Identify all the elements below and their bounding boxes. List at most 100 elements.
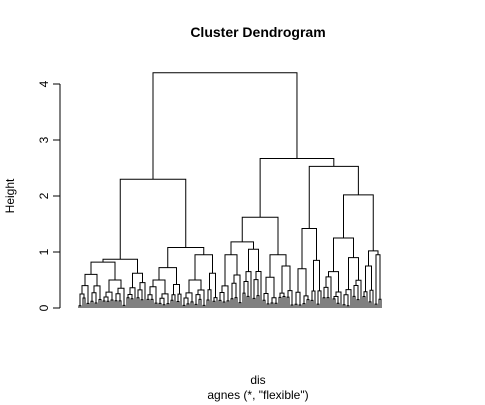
merge-link-147 [343,194,374,251]
group-link-134 [353,285,359,300]
group-link-28 [140,299,144,308]
group-link-133 [356,299,360,308]
group-link-122 [325,276,332,308]
group-link-17 [118,300,122,308]
group-link-97 [278,296,282,308]
group-link-119 [322,297,326,308]
merge-link-118 [301,227,317,269]
group-link-57 [202,304,206,308]
cluster-link-31 [132,272,143,288]
merge-link-49 [158,267,177,285]
cluster-link-88 [248,248,259,272]
merge-link-67 [167,247,205,268]
group-link-110 [306,299,310,308]
group-link-6 [94,302,98,308]
group-link-73 [221,285,229,301]
group-link-77 [231,282,237,299]
group-link-58 [195,294,201,305]
group-link-54 [185,292,193,302]
group-link-123 [332,298,336,308]
group-link-27 [136,297,140,308]
group-link-15 [105,291,113,301]
group-link-74 [230,298,234,308]
group-link-40 [166,303,170,308]
cluster-link-21 [108,279,122,293]
group-link-70 [222,301,226,308]
group-link-109 [302,303,306,308]
group-link-1 [82,297,86,308]
group-link-82 [243,281,249,297]
y-tick-label-2: 2 [37,192,51,199]
cluster-link-142 [365,265,372,292]
group-link-42 [161,293,169,304]
y-axis: 0 1 2 3 4 [37,80,61,311]
group-link-0 [78,305,82,308]
group-link-9 [93,285,101,300]
group-link-8 [91,292,97,303]
group-link-3 [79,293,85,306]
y-tick-label-1: 1 [37,248,51,255]
group-link-115 [316,303,320,308]
merge-link-148 [308,165,359,229]
group-link-128 [342,304,346,308]
group-link-139 [363,291,368,308]
y-tick-label-3: 3 [37,136,51,143]
group-link-11 [102,300,106,308]
cluster-link-65 [209,272,216,298]
group-link-7 [98,298,102,308]
group-link-36 [147,294,153,300]
group-link-107 [298,304,302,308]
group-link-141 [369,289,374,308]
cluster-link-48 [173,283,180,295]
group-link-98 [282,296,286,308]
group-link-45 [171,294,176,308]
group-link-75 [234,297,238,308]
group-link-12 [106,300,110,308]
group-link-124 [336,302,340,308]
group-link-92 [263,293,269,304]
group-link-46 [176,300,180,308]
group-link-90 [262,299,266,308]
group-link-100 [286,296,290,308]
group-link-91 [266,303,270,308]
group-link-84 [252,297,256,308]
group-link-18 [122,304,126,308]
group-link-76 [238,302,242,308]
group-link-138 [362,295,366,308]
x-axis-sublabel: agnes (*, "flexible") [207,388,308,402]
y-axis-label: Height [3,178,17,213]
group-link-72 [219,291,225,302]
group-link-69 [218,299,222,308]
group-link-44 [170,299,174,308]
group-link-130 [343,294,349,306]
group-link-143 [374,303,378,308]
group-link-53 [183,297,189,306]
group-link-129 [346,305,350,308]
cluster-link-103 [281,265,291,294]
group-link-114 [311,290,316,308]
group-link-126 [335,291,342,308]
group-link-85 [256,295,260,308]
group-link-63 [212,300,216,308]
chart-title: Cluster Dendrogram [190,24,325,40]
group-link-106 [294,303,298,308]
group-link-19 [115,293,121,301]
merge-link-146 [368,250,379,266]
group-link-108 [295,291,301,305]
cluster-link-60 [188,279,202,293]
group-link-140 [368,301,372,308]
group-link-95 [271,297,277,304]
group-link-13 [110,299,114,308]
group-link-51 [186,303,190,308]
group-link-33 [146,298,150,308]
group-link-24 [130,298,134,308]
cluster-link-145 [375,254,381,305]
group-link-5 [90,300,94,308]
y-tick-label-4: 4 [37,80,51,87]
group-link-71 [226,300,230,308]
group-link-78 [233,274,241,303]
group-link-16 [114,300,118,308]
group-link-93 [270,302,274,308]
group-link-101 [290,304,294,308]
